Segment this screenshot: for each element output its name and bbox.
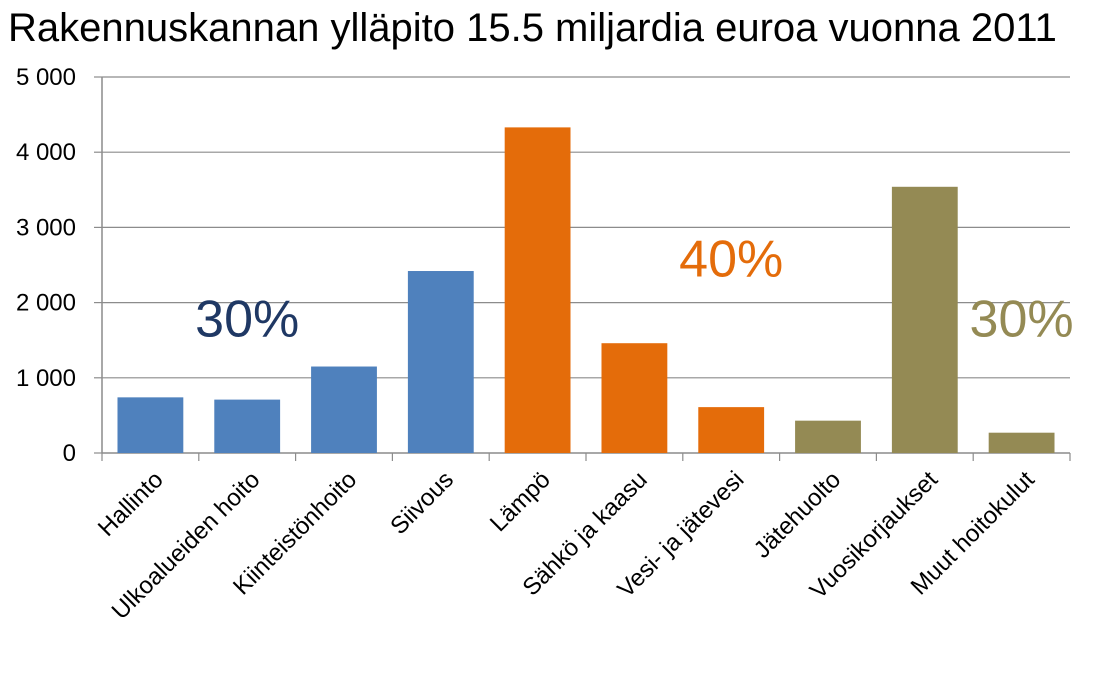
category-label: Lämpö — [485, 466, 556, 537]
y-tick-label: 3 000 — [16, 214, 76, 241]
percent-annotation: 30% — [970, 290, 1074, 348]
y-tick-label: 1 000 — [16, 365, 76, 392]
category-label: Hallinto — [93, 466, 169, 542]
y-tick-labels: 0 1 000 2 000 3 000 4 000 5 000 — [16, 64, 76, 467]
bar-3 — [311, 366, 377, 453]
category-label: Jätehuolto — [749, 466, 846, 563]
chart-title: Rakennuskannan ylläpito 15.5 miljardia e… — [8, 6, 1057, 50]
bars — [117, 127, 1055, 454]
y-tick-label: 5 000 — [16, 64, 76, 91]
bar-1 — [117, 397, 184, 453]
percent-annotation: 40% — [679, 230, 783, 288]
bar-6 — [601, 343, 668, 453]
percent-annotation: 30% — [195, 290, 299, 348]
bar-4 — [407, 271, 474, 453]
bar-5 — [504, 127, 571, 453]
category-label: Siivous — [385, 466, 459, 540]
y-tick-label: 2 000 — [16, 290, 76, 317]
bar-9 — [891, 186, 958, 454]
group-percent-annotations: 30% 40% 30% — [195, 230, 1073, 348]
bar-8 — [795, 420, 861, 453]
bar-2 — [214, 399, 281, 453]
bar-7 — [698, 407, 765, 453]
y-tick-label: 0 — [63, 440, 76, 467]
bar-10 — [988, 432, 1055, 453]
y-tick-label: 4 000 — [16, 139, 76, 166]
